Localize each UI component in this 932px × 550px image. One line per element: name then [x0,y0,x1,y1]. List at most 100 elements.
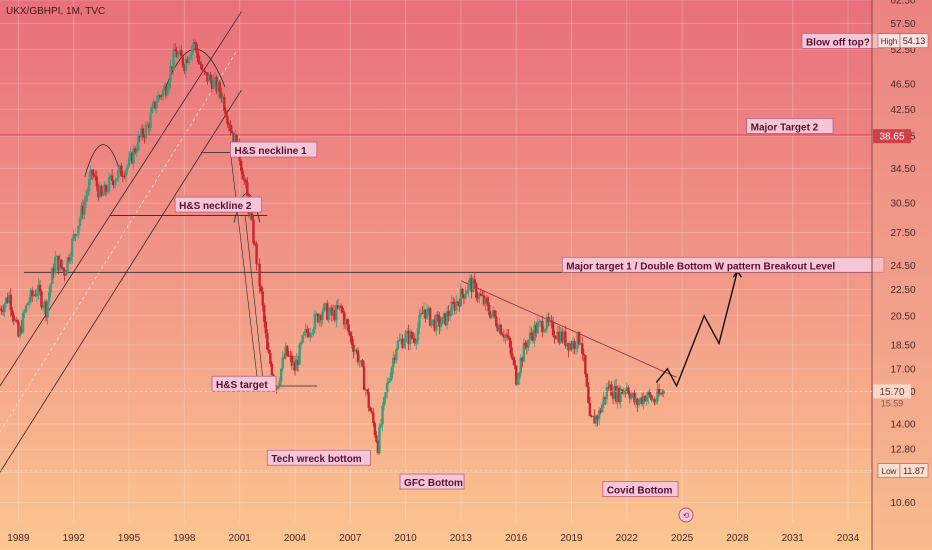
candle-body [269,353,272,364]
candle-body [221,96,224,99]
candle-body [186,58,189,63]
descending-trendline[interactable] [460,280,677,378]
candle-body [37,284,40,294]
candle-body [487,302,490,312]
candle-body [178,50,181,54]
candle-body [642,396,645,405]
annotation-label[interactable]: H&S neckline 2 [174,196,262,213]
candle-body [530,332,533,336]
hs-shoulder-arc-1[interactable] [84,144,123,177]
candle-body [392,357,395,368]
candle-body [556,331,559,340]
candle-body [382,397,386,406]
candle-body [430,320,433,326]
annotation-label[interactable]: H&S target [211,375,277,392]
candle-body [587,386,590,403]
symbol-header: UKX/GBHPI, 1M, TVC [6,6,105,17]
candle-body [367,392,370,408]
candle-body [422,309,426,314]
hs-measure-1[interactable] [230,152,259,387]
annotation-label[interactable]: H&S neckline 1 [230,141,318,158]
candle-body [306,329,309,333]
candle-body [69,256,72,261]
candle-body [464,293,467,299]
hs-measure-2[interactable] [244,215,264,387]
annotation-label[interactable]: Blow off top? [801,33,884,49]
candle-body [525,345,529,348]
candle-body [118,165,122,170]
candle-body [562,331,566,342]
candle-body [335,305,338,321]
candle-body [538,321,541,323]
candle-body [167,81,171,90]
channel-lower-line[interactable] [0,89,242,473]
candle-body [180,50,183,57]
candle-body [376,441,380,453]
candle-body [255,243,258,264]
candle-body [140,128,143,138]
major-target-2-price-tag[interactable]: 38.65 [873,129,911,144]
candle-body [591,415,595,417]
candle-body [104,184,108,192]
candle-body [252,219,255,244]
candle-body [479,293,483,296]
candle-body [620,389,624,394]
candle-body [1,311,5,313]
candle-body [378,426,381,453]
annotation-label[interactable]: GFC Bottom [399,473,465,490]
candle-body [138,136,142,138]
candle-body [505,334,509,336]
candle-body [453,302,456,311]
candle-body [161,89,165,97]
candle-body [97,186,100,198]
candle-body [488,311,492,318]
current-price-tag[interactable]: 15.70 [873,384,911,399]
candle-body [593,415,596,424]
candle-body [342,312,346,325]
projection-path[interactable] [655,270,739,388]
candle-body [51,268,54,284]
candle-body [123,176,126,178]
candle-body [554,337,558,340]
candle-body [115,178,118,181]
candle-body [63,269,66,276]
candle-body [326,303,329,320]
x-tick-label: 2010 [394,533,417,544]
candle-body [534,324,538,334]
candle-body [20,326,23,333]
annotation-label[interactable]: Covid Bottom [602,481,679,497]
candle-body [622,391,625,394]
low-price-tag[interactable]: Low 11.87 [0,463,929,478]
candle-body [372,412,375,424]
annotation-box [266,449,371,466]
replay-icon[interactable]: ⟲ [678,507,694,523]
candle-body [246,182,249,196]
candle-body [387,381,390,383]
high-price-tag[interactable]: High 54.13 [877,33,929,49]
channel-upper-line[interactable] [0,11,242,387]
annotation-label[interactable]: Tech wreck bottom [266,449,371,466]
candle-body [100,185,103,196]
annotation-label[interactable]: Major target 1 / Double Bottom W pattern… [561,256,885,273]
y-axis-panel[interactable] [872,0,932,550]
candle-body [624,391,627,393]
candle-body [253,243,257,245]
channel-mid-line[interactable] [0,51,237,433]
candle-body [12,315,16,322]
candle-body [636,398,639,406]
major-target-2-price-tag-bg [873,129,911,144]
candle-body [393,357,397,360]
candle-body [617,387,621,403]
annotation-label[interactable]: Major Target 2 [746,118,834,134]
candle-body [57,255,60,271]
candle-body [74,234,77,236]
candle-body [637,401,641,406]
candle-body [425,308,429,319]
candle-body [344,319,347,325]
candle-body [60,259,63,268]
annotation-box [174,196,262,213]
candle-body [656,389,659,401]
candle-body [213,76,217,80]
